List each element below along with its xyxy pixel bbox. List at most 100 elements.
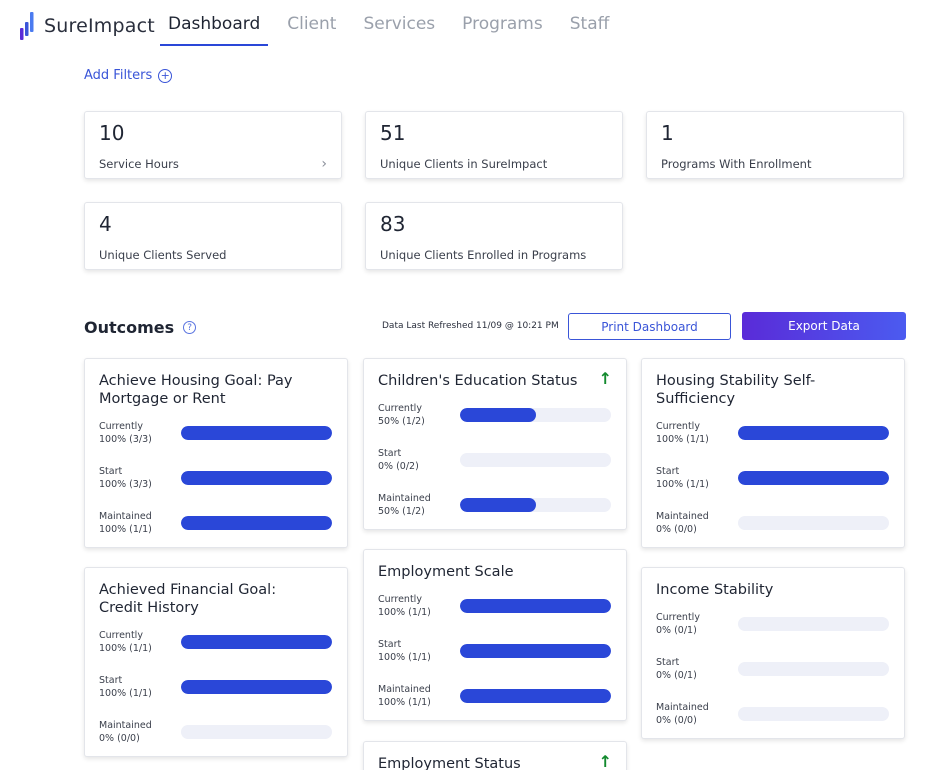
metric-maintained: Maintained 0% (0/0) [656,701,709,727]
outcome-card[interactable]: Achieve Housing Goal: Pay Mortgage or Re… [84,358,348,548]
metric-maintained: Maintained 0% (0/0) [656,510,709,536]
metric-start: Start 100% (1/1) [378,638,431,664]
metric-value: 100% (3/3) [99,434,152,445]
outcome-card-title: Housing Stability Self-Sufficiency [656,373,816,407]
outcome-card-title: Income Stability [656,582,774,598]
progress-bar-fill [460,644,611,658]
outcome-card-title: Children's Education Status [378,373,578,389]
metric-value: 0% (0/0) [656,524,697,535]
stat-label: Unique Clients Enrolled in Programs [380,248,587,262]
progress-bar-fill [181,426,332,440]
metric-label: Currently [656,612,700,623]
metric-label: Maintained [99,720,152,731]
progress-bar [181,680,332,694]
stat-label: Service Hours [99,157,179,171]
logo[interactable]: SureImpact [20,10,155,42]
progress-bar-fill [460,689,611,703]
outcome-card[interactable]: Employment Status ↑ [363,741,627,770]
metric-label: Currently [378,403,422,414]
progress-bar-fill [460,498,536,512]
stat-card-programs-enrollment: 1 Programs With Enrollment [646,111,904,179]
metric-value: 100% (3/3) [99,479,152,490]
print-dashboard-button[interactable]: Print Dashboard [568,313,731,340]
progress-bar-fill [181,471,332,485]
metric-maintained: Maintained 0% (0/0) [99,719,152,745]
metric-label: Start [656,657,680,668]
stat-value: 10 [99,121,125,145]
outcome-card[interactable]: Employment Scale Currently 100% (1/1) Start… [363,549,627,721]
question-circle-icon[interactable]: ? [183,321,197,334]
outcome-card[interactable]: Children's Education Status ↑ Currently 50%… [363,358,627,530]
metric-label: Start [656,466,680,477]
metric-value: 100% (1/1) [656,434,709,445]
add-filters-label: Add Filters [84,68,153,83]
progress-bar [460,644,611,658]
nav-staff[interactable]: Staff [569,14,610,34]
metric-label: Currently [656,421,700,432]
progress-bar-fill [181,635,332,649]
metric-start: Start 0% (0/2) [378,447,419,473]
progress-bar [460,408,611,422]
stat-value: 83 [380,212,406,236]
outcome-card[interactable]: Income Stability Currently 0% (0/1) Start 0%… [641,567,905,739]
metric-maintained: Maintained 100% (1/1) [99,510,152,536]
progress-bar [181,635,332,649]
progress-bar [181,471,332,485]
outcome-card-title: Achieved Financial Goal: Credit History [99,582,277,616]
nav-dashboard[interactable]: Dashboard [160,0,269,46]
outcome-card[interactable]: Achieved Financial Goal: Credit History C… [84,567,348,757]
logo-text: SureImpact [44,15,155,37]
metric-label: Start [378,639,402,650]
metric-maintained: Maintained 50% (1/2) [378,492,431,518]
metric-currently: Currently 100% (3/3) [99,420,152,446]
outcome-card-title: Employment Status [378,756,521,770]
nav-client[interactable]: Client [287,14,337,34]
metric-label: Maintained [656,702,709,713]
progress-bar [181,725,332,739]
progress-bar [460,599,611,613]
add-filters-button[interactable]: Add Filters + [84,68,173,83]
metric-value: 50% (1/2) [378,506,425,517]
progress-bar [738,662,889,676]
metric-label: Currently [378,594,422,605]
metric-currently: Currently 0% (0/1) [656,611,700,637]
metric-value: 0% (0/2) [378,461,419,472]
metric-start: Start 100% (1/1) [99,674,152,700]
progress-bar [738,516,889,530]
export-data-button[interactable]: Export Data [742,312,906,340]
progress-bar-fill [738,426,889,440]
metric-label: Maintained [378,493,431,504]
metric-value: 100% (1/1) [99,643,152,654]
metric-value: 100% (1/1) [378,697,431,708]
metric-currently: Currently 50% (1/2) [378,402,425,428]
metric-label: Maintained [378,684,431,695]
progress-bar [738,426,889,440]
nav-programs[interactable]: Programs [462,14,543,34]
stat-card-service-hours[interactable]: 10 Service Hours › [84,111,342,179]
metric-value: 50% (1/2) [378,416,425,427]
stat-value: 51 [380,121,406,145]
outcome-card-title: Achieve Housing Goal: Pay Mortgage or Re… [99,373,293,407]
metric-start: Start 0% (0/1) [656,656,697,682]
nav-services[interactable]: Services [363,14,436,34]
progress-bar-fill [181,516,332,530]
stat-card-unique-clients: 51 Unique Clients in SureImpact [365,111,623,179]
metric-value: 0% (0/0) [656,715,697,726]
outcomes-title: Outcomes [84,318,175,337]
metric-value: 100% (1/1) [99,524,152,535]
progress-bar-fill [738,471,889,485]
metric-label: Start [99,466,123,477]
progress-bar [460,453,611,467]
progress-bar-fill [460,599,611,613]
metric-label: Maintained [99,511,152,522]
outcomes-heading: Outcomes ? [84,318,197,337]
metric-start: Start 100% (3/3) [99,465,152,491]
metric-currently: Currently 100% (1/1) [656,420,709,446]
metric-start: Start 100% (1/1) [656,465,709,491]
chevron-right-icon: › [321,156,327,172]
metric-label: Maintained [656,511,709,522]
progress-bar [460,498,611,512]
metric-value: 100% (1/1) [99,688,152,699]
metric-currently: Currently 100% (1/1) [378,593,431,619]
outcome-card[interactable]: Housing Stability Self-Sufficiency Curren… [641,358,905,548]
